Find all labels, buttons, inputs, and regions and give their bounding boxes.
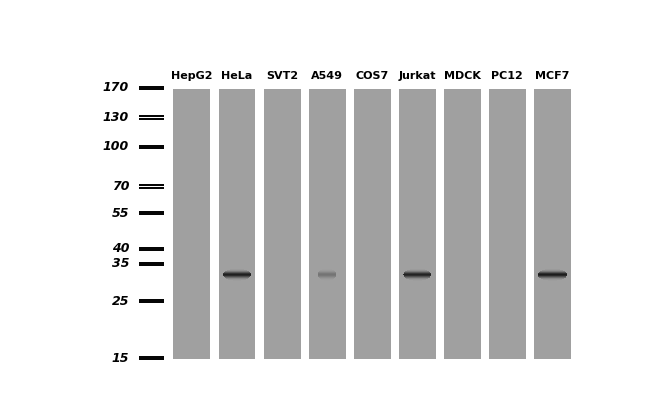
Bar bbox=[398, 89, 436, 359]
Text: A549: A549 bbox=[311, 71, 343, 81]
Text: COS7: COS7 bbox=[356, 71, 389, 81]
Text: 170: 170 bbox=[103, 81, 129, 94]
Text: SVT2: SVT2 bbox=[266, 71, 298, 81]
Text: MCF7: MCF7 bbox=[535, 71, 569, 81]
Text: 130: 130 bbox=[103, 111, 129, 124]
Text: MDCK: MDCK bbox=[444, 71, 481, 81]
Bar bbox=[489, 89, 526, 359]
Text: PC12: PC12 bbox=[491, 71, 523, 81]
Bar bbox=[264, 89, 300, 359]
Text: 55: 55 bbox=[112, 207, 129, 220]
Text: 35: 35 bbox=[112, 257, 129, 270]
Text: 70: 70 bbox=[112, 180, 129, 193]
Bar bbox=[354, 89, 391, 359]
Text: 15: 15 bbox=[112, 352, 129, 364]
Text: HepG2: HepG2 bbox=[171, 71, 213, 81]
Bar bbox=[218, 89, 255, 359]
Text: 40: 40 bbox=[112, 242, 129, 255]
Text: Jurkat: Jurkat bbox=[398, 71, 436, 81]
Bar bbox=[174, 89, 211, 359]
Bar bbox=[309, 89, 346, 359]
Text: 100: 100 bbox=[103, 140, 129, 153]
Text: HeLa: HeLa bbox=[222, 71, 253, 81]
Bar bbox=[534, 89, 571, 359]
Bar bbox=[170, 89, 575, 359]
Text: 25: 25 bbox=[112, 295, 129, 308]
Bar bbox=[444, 89, 481, 359]
